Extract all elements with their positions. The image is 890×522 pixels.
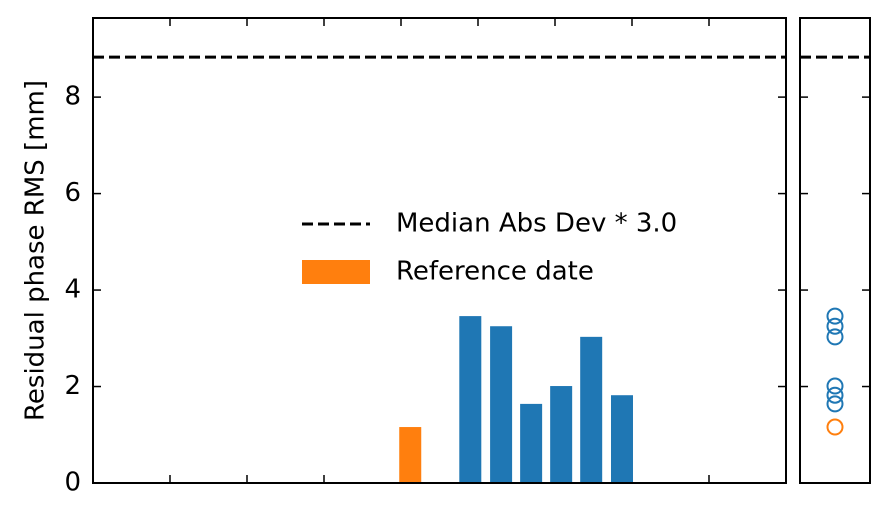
point <box>826 386 844 404</box>
bar <box>520 403 543 483</box>
y-tick-label: 4 <box>64 275 81 305</box>
bar <box>580 336 603 483</box>
point <box>826 307 844 325</box>
plot-frame <box>799 17 871 484</box>
bar <box>490 326 513 483</box>
legend-label: Median Abs Dev * 3.0 <box>396 209 677 239</box>
plot-frame <box>92 17 787 484</box>
point <box>826 395 844 413</box>
point <box>826 317 844 335</box>
y-tick-label: 8 <box>64 82 81 112</box>
y-tick-label: 6 <box>64 178 81 208</box>
legend-swatch <box>302 260 370 284</box>
y-axis-label: Residual phase RMS [mm] <box>21 80 51 421</box>
bar <box>610 395 633 483</box>
bar <box>550 386 573 483</box>
point <box>826 418 844 436</box>
bar <box>399 427 422 483</box>
legend-label: Reference date <box>396 257 594 287</box>
y-tick-label: 0 <box>64 468 81 498</box>
point <box>826 377 844 395</box>
y-tick-label: 2 <box>64 371 81 401</box>
bar <box>459 316 482 483</box>
point <box>826 328 844 346</box>
